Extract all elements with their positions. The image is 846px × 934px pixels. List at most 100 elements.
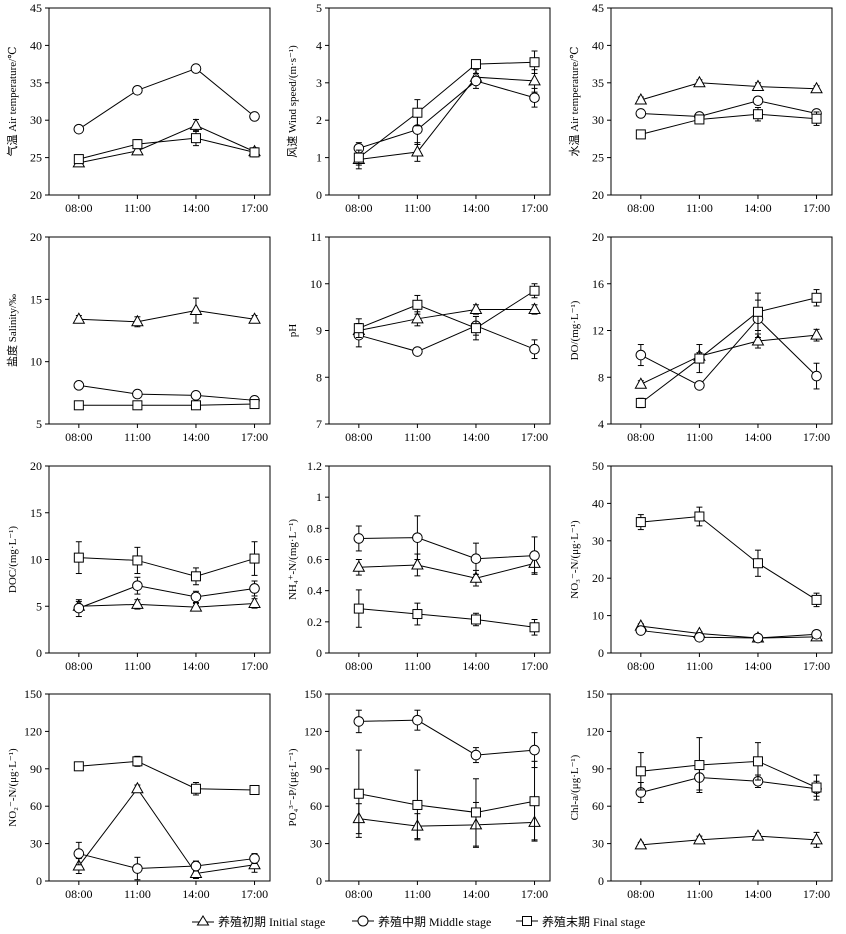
data-point [529,285,540,296]
series-line [640,760,817,788]
x-tick-label: 17:00 [803,887,830,901]
y-tick-label: 10 [30,355,42,369]
plot-frame [48,693,271,882]
y-tick-label: 120 [304,724,322,738]
data-point [73,380,85,391]
data-point [694,353,705,364]
data-point [412,714,423,726]
chart-panel-5: 7 8 9 10 11 08:00 11:00 14:00 17:00 pH [287,230,551,444]
y-tick-label: 30 [310,837,322,851]
data-point [73,400,84,411]
x-tick-label: 14:00 [182,887,209,901]
x-tick-label: 17:00 [803,201,830,215]
y-axis-label: DOC/(mg·L⁻¹) [7,526,19,593]
y-axis-label: 风速 Wind speed/(m·s⁻¹) [286,45,299,158]
y-tick-label: 30 [30,113,42,127]
data-point [189,866,203,879]
series-triangle [634,829,823,850]
x-tick-label: 14:00 [744,430,771,444]
data-point [190,63,202,74]
plot-frame [610,465,833,654]
data-point [811,629,822,640]
series-line [358,793,535,813]
series-line [78,137,255,160]
y-tick-label: 120 [586,724,604,738]
data-point [752,756,763,767]
data-point [751,829,765,841]
x-tick-label: 17:00 [521,430,548,444]
y-axis-label: NH₄⁺-N/(mg·L⁻¹) [287,519,299,600]
y-tick-label: 20 [592,571,604,585]
y-tick-label: 60 [30,799,42,813]
data-point [190,591,202,603]
series-line [358,608,535,628]
data-point [635,766,646,777]
chart-panel-1: 20 25 30 35 40 45 08:00 11:00 14:00 17:00 气温 Air t… [5,1,271,215]
data-point [73,123,85,135]
data-point [131,314,144,327]
data-point [73,602,85,614]
data-point [131,143,144,156]
series-square [635,106,822,140]
series-circle [635,95,822,122]
data-point [353,533,365,544]
y-tick-label: 35 [30,76,42,90]
data-point [469,302,483,314]
series-square [353,50,540,166]
series-line [78,384,255,401]
plot-frame [610,236,833,425]
plot-frame [610,693,833,882]
data-point [470,553,482,565]
series-square [73,399,260,411]
y-tick-label: 0.8 [307,521,322,535]
data-point [411,144,424,157]
data-point [529,796,540,807]
data-point [528,73,541,86]
y-tick-label: 45 [30,1,42,15]
data-point [752,306,763,317]
data-point [353,323,364,334]
chart-panel-12: 0 30 60 90 120 150 08:00 11:00 14:00 17:00 Chl-a/(… [569,687,833,901]
data-point [132,139,143,150]
data-point [248,312,261,324]
data-point [751,333,765,346]
data-point [73,154,84,165]
y-tick-label: 0 [36,646,42,660]
data-point [190,400,201,411]
x-tick-label: 08:00 [345,430,372,444]
data-point [131,597,144,609]
data-point [73,848,85,859]
series-line [640,515,817,601]
square-marker-icon [516,916,538,926]
y-tick-label: 20 [30,459,42,473]
data-point [132,84,143,96]
x-tick-label: 11:00 [124,430,151,444]
data-point [132,400,143,411]
data-point [752,109,763,120]
data-point [249,853,260,864]
legend-item-middle: 养殖中期 Middle stage [352,910,491,932]
y-tick-label: 5 [36,417,42,431]
x-tick-label: 14:00 [462,887,489,901]
series-line [640,318,817,387]
y-tick-label: 4 [316,38,322,52]
data-point [249,399,260,410]
series-line [358,61,535,158]
data-point [469,571,483,583]
series-circle [73,63,260,135]
x-tick-label: 08:00 [627,201,654,215]
y-tick-label: 30 [30,837,42,851]
y-tick-label: 40 [592,38,604,52]
legend-label: 养殖中期 Middle stage [378,914,492,929]
data-point [752,95,764,107]
series-line [358,818,535,827]
series-line [640,113,817,135]
y-tick-label: 16 [592,277,604,291]
x-tick-label: 08:00 [65,659,92,673]
data-point [635,625,647,636]
data-point [353,603,364,614]
data-point [751,79,765,92]
data-point [635,349,647,361]
data-point [72,312,86,324]
x-tick-label: 17:00 [241,430,268,444]
